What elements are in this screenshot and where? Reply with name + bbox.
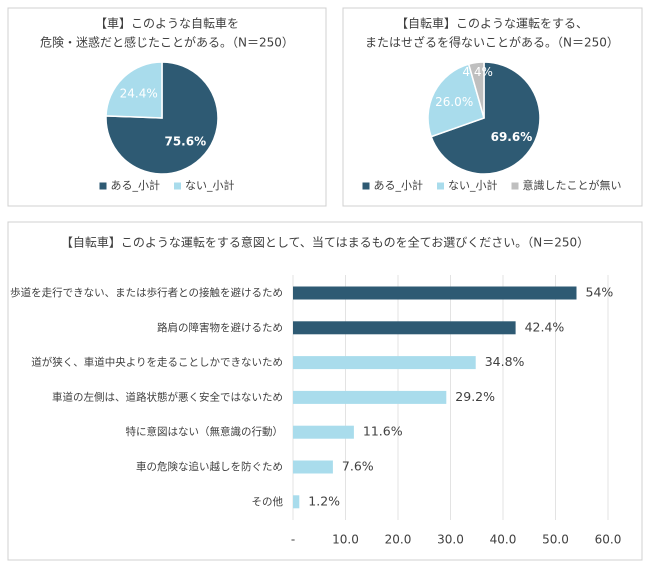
- x-tick-label: 30.0: [437, 533, 464, 547]
- legend-label: ある_小計: [111, 178, 161, 192]
- y-tick-label: その他: [252, 495, 284, 508]
- data-label: 42.4%: [525, 319, 565, 334]
- data-label: 54%: [586, 285, 614, 300]
- chart-title: 危険・迷惑だと感じたことがある。（N＝250）: [40, 35, 294, 50]
- data-label: 1.2%: [308, 493, 340, 508]
- pie-slice: [430, 61, 541, 175]
- data-label: 4.4%: [462, 65, 493, 79]
- bar: [293, 321, 516, 335]
- data-label: 69.6%: [491, 130, 533, 144]
- x-tick-label: 50.0: [542, 533, 569, 547]
- data-label: 29.2%: [455, 389, 495, 404]
- chart-title: またはせざるを得ないことがある。（N＝250）: [365, 35, 619, 50]
- data-label: 11.6%: [363, 424, 403, 439]
- chart-title: 【車】このような自転車を: [95, 17, 239, 31]
- bar: [293, 460, 333, 474]
- legend-swatch: [511, 182, 519, 190]
- pie-slice: [105, 61, 163, 119]
- x-tick-label: 40.0: [490, 533, 517, 547]
- y-tick-label: 路肩の障害物を避けるため: [157, 321, 283, 334]
- legend-label: ない_小計: [185, 178, 235, 192]
- data-label: 34.8%: [485, 354, 525, 369]
- x-tick-label: 10.0: [332, 533, 359, 547]
- y-tick-label: 特に意図はない（無意識の行動）: [126, 425, 284, 438]
- y-tick-label: 道が狭く、車道中央よりを走ることしかできないため: [31, 356, 283, 369]
- bar: [293, 356, 476, 370]
- y-tick-label: 車の危険な追い越しを防ぐため: [136, 460, 283, 473]
- legend-swatch: [99, 182, 107, 190]
- pie-slice: [427, 63, 485, 138]
- bar: [293, 286, 577, 300]
- bar: [293, 425, 354, 439]
- y-tick-label: 歩道を走行できない、または歩行者との接触を避けるため: [10, 286, 283, 299]
- bar: [293, 390, 447, 404]
- legend-label: ない_小計: [448, 178, 498, 192]
- pie-slice: [467, 61, 485, 119]
- legend-swatch: [437, 182, 444, 190]
- legend-label: 意識したことが無い: [523, 178, 622, 192]
- data-label: 24.4%: [120, 86, 158, 100]
- chart-title: 【自転車】このような運転をする、: [396, 17, 588, 31]
- data-label: 26.0%: [435, 95, 473, 109]
- legend-swatch: [174, 182, 181, 190]
- chart-title: 【自転車】このような運転をする意図として、当てはまるものを全てお選びください。（…: [61, 235, 589, 250]
- x-tick-label: 20.0: [385, 533, 412, 547]
- x-tick-label: -: [291, 533, 295, 547]
- y-tick-label: 車道の左側は、道路状態が悪く安全ではないため: [52, 390, 283, 403]
- data-label: 7.6%: [342, 459, 374, 474]
- data-label: 75.6%: [164, 135, 206, 149]
- x-tick-label: 60.0: [595, 533, 622, 547]
- legend-label: ある_小計: [374, 178, 424, 192]
- legend-swatch: [362, 182, 370, 190]
- bar: [293, 495, 300, 509]
